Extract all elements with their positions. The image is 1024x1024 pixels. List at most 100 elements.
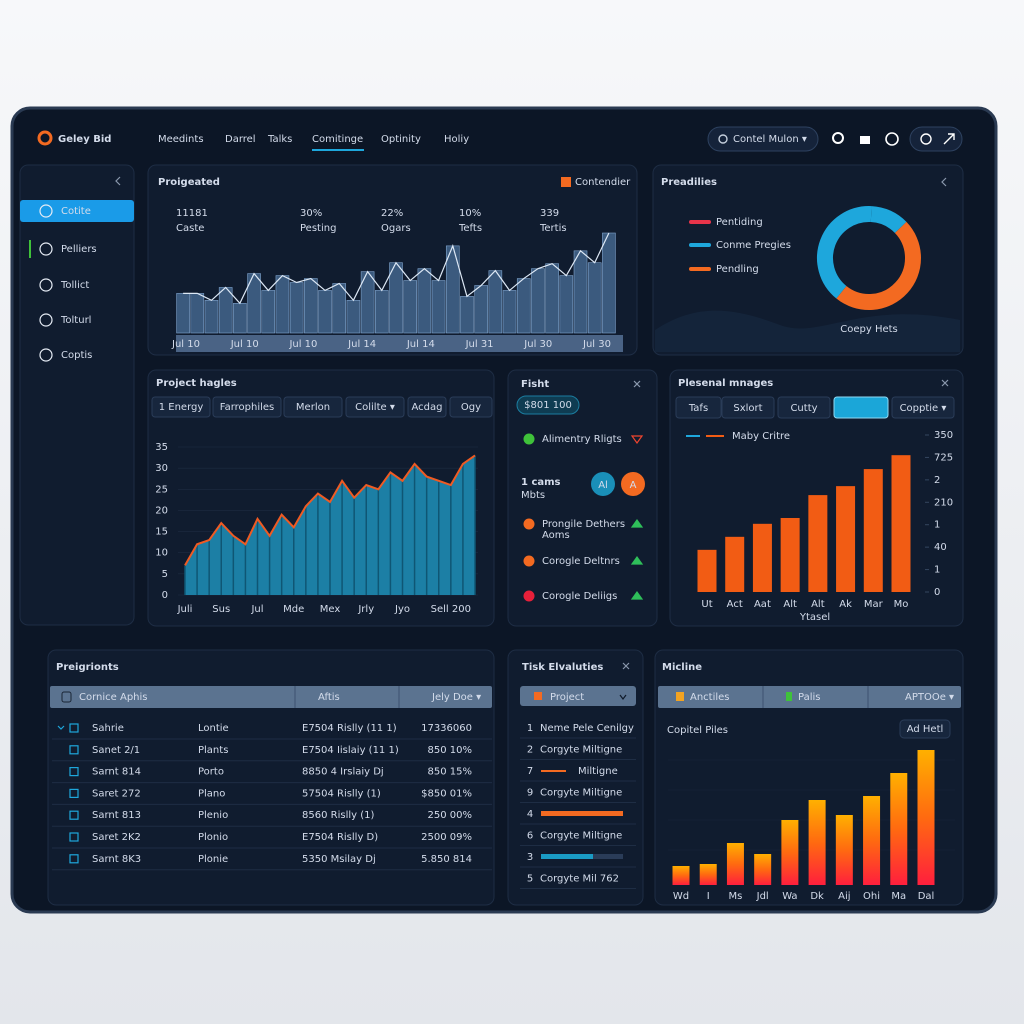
feed-item: Corogle Deliigs — [542, 591, 617, 602]
stat-value: 30% — [300, 208, 322, 219]
search-box[interactable] — [707, 126, 819, 152]
filter-tab[interactable] — [675, 396, 722, 419]
nav-item: Optinity — [381, 134, 421, 145]
trend-icon — [630, 435, 644, 445]
bar — [460, 296, 474, 334]
y-tick-label: 25 — [155, 484, 168, 495]
user-icon[interactable] — [920, 133, 932, 145]
panel-title: Preigrionts — [56, 662, 119, 673]
x-tick-label: Ms — [729, 891, 743, 902]
task-label: Neme Pele Cenilgy — [540, 723, 634, 734]
collapse-icon[interactable] — [115, 176, 121, 186]
feed-item: Alimentry Rligts — [542, 434, 622, 445]
x-tick-label: I — [707, 891, 710, 902]
filter-tab-label: Copptie ▾ — [900, 403, 947, 414]
collapse-icon[interactable] — [941, 177, 947, 187]
bar — [531, 268, 545, 334]
panel-title: Micline — [662, 662, 702, 673]
task-bar — [541, 811, 623, 816]
tab-label: APTOOe ▾ — [905, 692, 954, 703]
y-tick-label: 30 — [155, 463, 168, 474]
donut-segment — [870, 206, 907, 234]
table-cell: 5350 Msilay Dj — [302, 854, 376, 865]
dropdown[interactable] — [520, 686, 636, 706]
row-checkbox[interactable] — [69, 766, 79, 777]
stat-label: Ogars — [381, 223, 411, 234]
table-cell: 8560 Rislly (1) — [302, 810, 374, 821]
filter-tab[interactable] — [777, 396, 831, 419]
menu-item: Tollict — [60, 280, 89, 291]
table-cell: Saret 2K2 — [92, 832, 141, 843]
trend-line — [183, 232, 610, 305]
x-tick-label: Aij — [838, 891, 850, 902]
x-tick-label: Ut — [701, 599, 712, 610]
table-cell: 850 10% — [428, 745, 473, 756]
menu-icon — [39, 313, 53, 327]
row-checkbox[interactable] — [69, 854, 79, 864]
y-tick-label: 1 — [934, 520, 940, 531]
bar — [863, 469, 883, 592]
header-icon — [61, 691, 72, 703]
badge-label: $801 100 — [524, 400, 572, 411]
filter-tab[interactable] — [449, 396, 493, 418]
bar — [218, 287, 233, 334]
x-tick-label: Sell 200 — [431, 604, 471, 615]
y-tick-label: 10 — [155, 548, 168, 559]
row-checkbox[interactable] — [69, 832, 79, 842]
search-button[interactable] — [832, 132, 844, 144]
x-tick-label: Act — [727, 599, 743, 610]
logo-icon — [37, 130, 53, 146]
bar — [672, 866, 690, 885]
filter-tab[interactable] — [833, 396, 889, 419]
filter-tab[interactable] — [151, 396, 211, 418]
bar — [725, 536, 745, 592]
filter-tab[interactable] — [407, 396, 447, 418]
bar — [559, 275, 574, 334]
filter-tab[interactable] — [345, 396, 405, 418]
tab-label: Palis — [798, 692, 820, 703]
table-cell: Sarnt 814 — [92, 767, 141, 778]
y-tick-label: 40 — [934, 542, 947, 553]
row-checkbox[interactable] — [69, 810, 79, 820]
line — [184, 454, 476, 566]
x-tick-label: Jul 10 — [230, 339, 259, 350]
panel-title: Fisht — [521, 379, 549, 390]
column-header: Aftis — [318, 692, 340, 703]
task-number: 5 — [527, 874, 533, 885]
button-label: Ad Hetl — [907, 724, 944, 735]
logo: Geley Bid — [58, 134, 111, 145]
filter-tab[interactable] — [212, 396, 282, 418]
filter-tab[interactable] — [891, 396, 955, 419]
stat-value: 10% — [459, 208, 481, 219]
close-icon[interactable] — [633, 380, 641, 388]
task-number: 7 — [527, 766, 533, 777]
button[interactable] — [899, 719, 951, 739]
status-dot — [523, 518, 535, 530]
panel-title: Proigeated — [158, 177, 220, 188]
row-checkbox[interactable] — [69, 745, 79, 755]
donut-caption: Coepy Hets — [840, 324, 898, 335]
user-pill[interactable] — [909, 126, 963, 152]
filter-tab[interactable] — [283, 396, 343, 418]
close-icon[interactable] — [941, 379, 949, 387]
lock-icon[interactable] — [860, 136, 870, 144]
feed-item: Corogle Deltnrs — [542, 556, 620, 567]
avatar — [621, 472, 645, 496]
row-checkbox[interactable] — [69, 788, 79, 799]
legend-label: Maby Critre — [732, 431, 790, 442]
table-cell: Sarnt 8K3 — [92, 854, 141, 865]
settings-icon[interactable] — [885, 132, 899, 146]
row-checkbox[interactable] — [69, 723, 79, 733]
filter-tab-label: Acdag — [412, 402, 443, 413]
y-tick-label: 2 — [934, 475, 940, 486]
bar — [233, 302, 247, 334]
bar — [445, 245, 460, 334]
bar — [752, 523, 772, 592]
stat-label: Tefts — [458, 223, 482, 234]
close-icon[interactable] — [622, 662, 630, 670]
filter-tab-label: Colilte ▾ — [355, 402, 395, 413]
status-dot — [523, 433, 535, 445]
expand-icon[interactable] — [943, 133, 955, 145]
filter-tab[interactable] — [721, 396, 775, 419]
menu-icon — [39, 242, 53, 256]
